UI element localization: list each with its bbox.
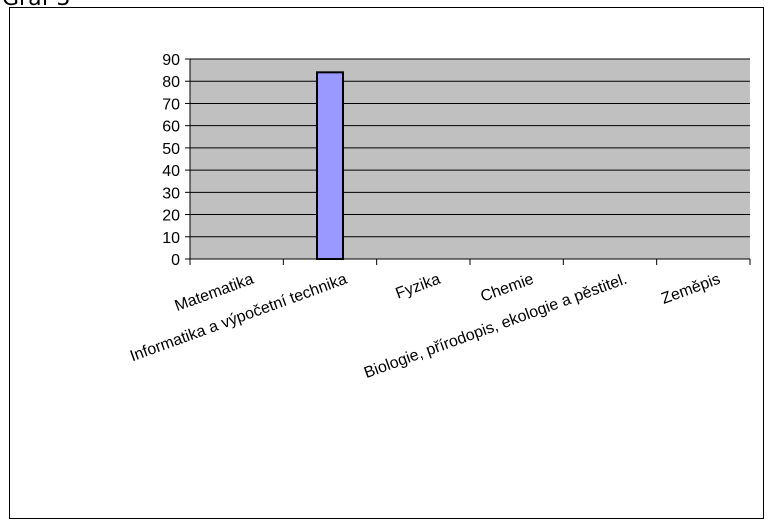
x-tick-label: Zeměpis — [659, 271, 722, 308]
y-tick-label: 60 — [162, 119, 180, 136]
y-tick-label: 50 — [162, 141, 180, 158]
y-tick-label: 0 — [171, 252, 180, 269]
chart-area: 0 10 20 30 40 50 60 70 80 90 Matematika Informatik… — [9, 7, 764, 519]
gridlines — [185, 58, 750, 260]
y-tick-label: 80 — [162, 74, 180, 91]
y-tick-label: 10 — [162, 230, 180, 247]
x-tick-label: Chemie — [478, 271, 536, 306]
chart-caption: Graf 3 — [2, 0, 70, 11]
bars — [316, 71, 344, 261]
bar — [316, 71, 344, 261]
y-tick-label: 90 — [162, 52, 180, 69]
plot-area — [190, 59, 750, 259]
x-tick-label: Fyzika — [393, 271, 442, 303]
bar-chart: 0 10 20 30 40 50 60 70 80 90 MatematikaInformatik… — [128, 52, 751, 382]
y-tick-labels: 0 10 20 30 40 50 60 70 80 90 — [162, 52, 180, 269]
y-tick-label: 70 — [162, 96, 180, 113]
y-tick-label: 40 — [162, 163, 180, 180]
y-tick-label: 30 — [162, 185, 180, 202]
axes — [189, 59, 751, 265]
y-tick-label: 20 — [162, 208, 180, 225]
